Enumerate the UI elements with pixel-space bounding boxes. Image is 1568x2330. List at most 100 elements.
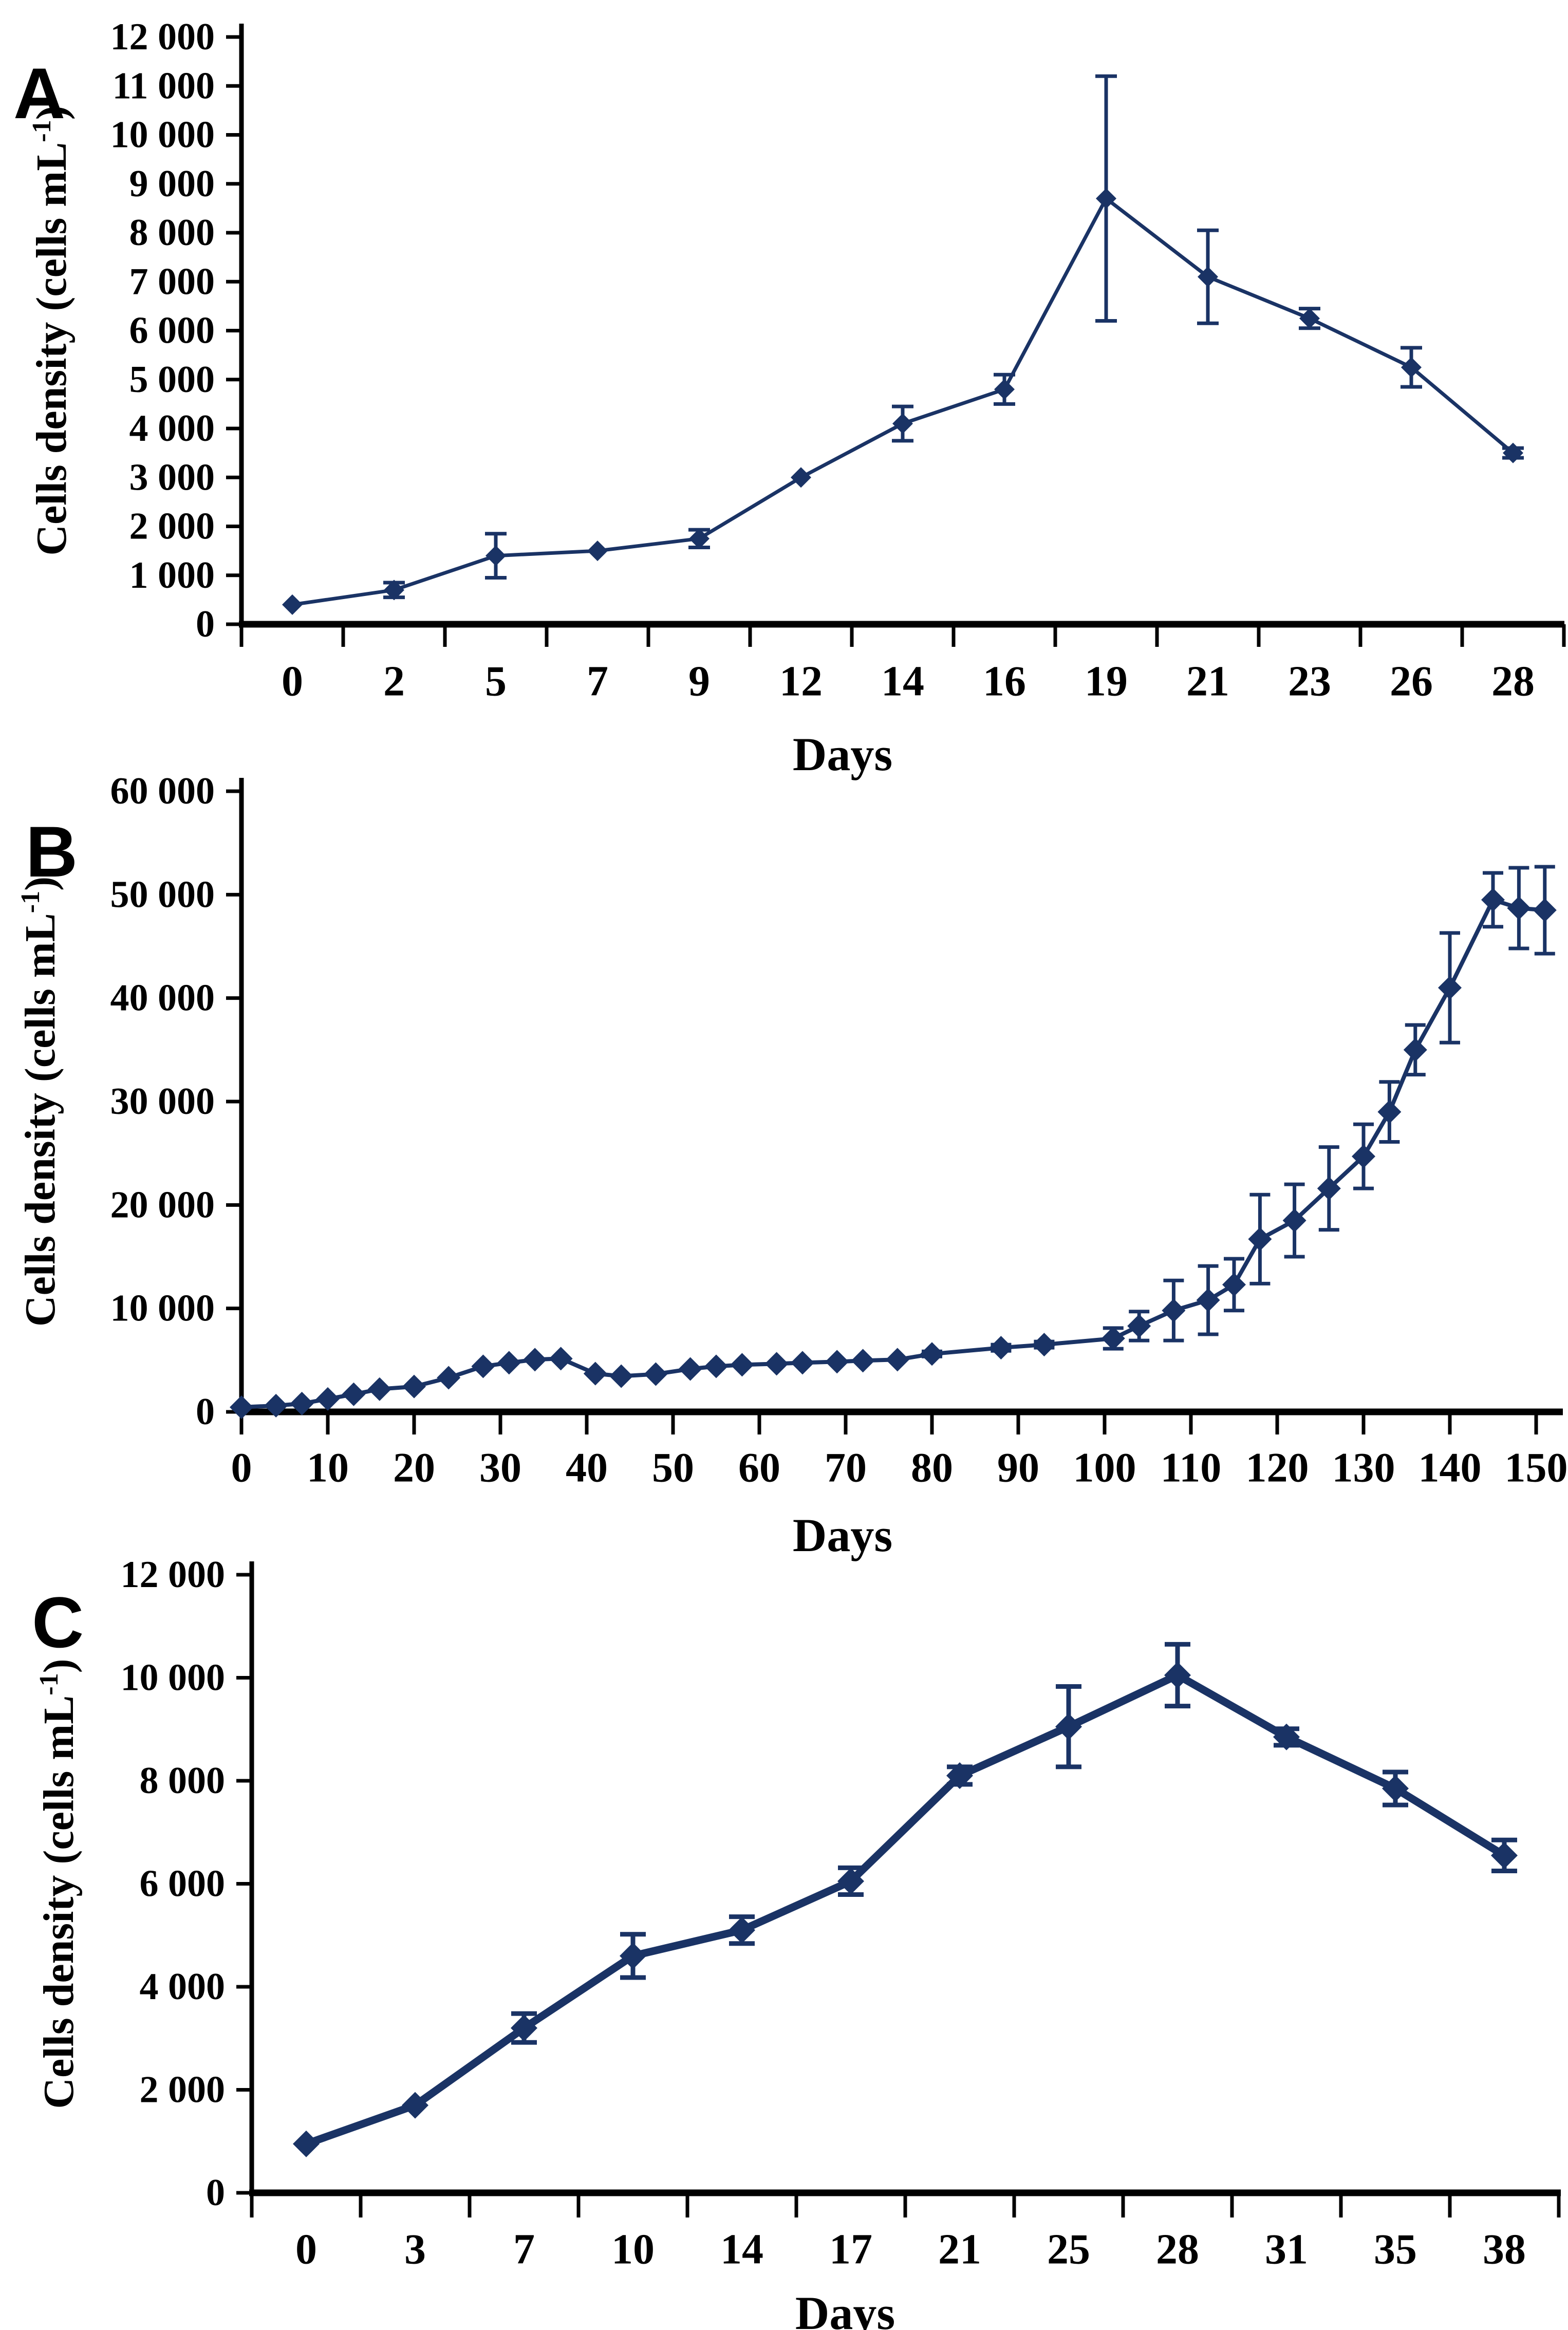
panel-label-c: C <box>32 1582 84 1663</box>
data-point-marker <box>384 580 404 601</box>
data-point-marker <box>837 1868 864 1895</box>
x-axis-title: Days <box>793 1509 892 1561</box>
y-tick-label: 60 000 <box>110 770 215 812</box>
data-point-marker <box>1198 266 1218 287</box>
x-tick-label: 20 <box>393 1444 435 1491</box>
series-line <box>290 196 1515 607</box>
x-tick-label: 5 <box>485 658 507 705</box>
x-tick-label: 3 <box>404 2226 426 2273</box>
data-point-marker <box>511 2015 537 2042</box>
data-point-marker <box>282 594 303 615</box>
x-tick-label: 60 <box>738 1444 780 1491</box>
y-tick-label: 2 000 <box>129 506 215 548</box>
x-tick-label: 0 <box>282 658 303 705</box>
data-point-marker <box>587 540 608 562</box>
data-point-marker <box>367 1377 391 1401</box>
y-tick-label: 2 000 <box>140 2069 226 2111</box>
data-point-marker <box>402 2092 428 2119</box>
data-point-marker <box>290 1391 314 1415</box>
panel-label-a: A <box>13 53 66 134</box>
data-point-marker <box>678 1357 702 1381</box>
y-tick-label: 20 000 <box>110 1184 215 1226</box>
y-tick-label: 10 000 <box>110 114 215 156</box>
x-tick-label: 30 <box>479 1444 521 1491</box>
y-tick-label: 8 000 <box>129 212 215 254</box>
x-axis-title: Days <box>795 2287 895 2330</box>
x-tick-label: 10 <box>611 2226 655 2273</box>
x-tick-label: 140 <box>1418 1444 1482 1491</box>
x-tick-label: 26 <box>1390 658 1433 705</box>
y-axis-title: Cells density (cells mL-1) <box>34 1658 83 2109</box>
x-tick-label: 21 <box>938 2226 981 2273</box>
y-tick-label: 1 000 <box>129 554 215 597</box>
data-point-marker <box>644 1362 668 1386</box>
x-tick-label: 0 <box>231 1444 252 1491</box>
data-point-marker <box>549 1347 573 1371</box>
data-point-marker <box>1032 1333 1056 1357</box>
y-axis-title: Cells density (cells mL-1) <box>16 877 64 1327</box>
y-tick-label: 50 000 <box>110 873 215 916</box>
data-point-marker <box>342 1382 366 1406</box>
y-axis-title: Cells density (cells mL-1) <box>27 105 76 555</box>
data-point-marker <box>851 1349 875 1373</box>
x-tick-label: 28 <box>1491 658 1535 705</box>
x-tick-label: 0 <box>295 2226 317 2273</box>
data-point-marker <box>620 1942 646 1969</box>
y-tick-label: 5 000 <box>129 359 215 401</box>
data-point-marker <box>994 379 1015 400</box>
data-point-marker <box>1282 1208 1306 1233</box>
x-tick-label: 70 <box>825 1444 867 1491</box>
panel-label-b: B <box>26 811 78 892</box>
x-tick-label: 38 <box>1483 2226 1526 2273</box>
x-tick-label: 14 <box>720 2226 763 2273</box>
x-tick-label: 100 <box>1073 1444 1136 1491</box>
x-tick-label: 16 <box>983 658 1026 705</box>
x-tick-label: 12 <box>779 658 823 705</box>
data-point-marker <box>402 1374 426 1399</box>
x-tick-label: 23 <box>1288 658 1331 705</box>
y-tick-label: 12 000 <box>121 1554 226 1596</box>
x-tick-label: 9 <box>688 658 710 705</box>
data-point-marker <box>1438 976 1462 1000</box>
y-tick-label: 40 000 <box>110 977 215 1019</box>
data-point-marker <box>729 1916 755 1944</box>
x-tick-label: 19 <box>1085 658 1128 705</box>
data-point-marker <box>892 413 913 434</box>
x-tick-label: 130 <box>1332 1444 1395 1491</box>
y-tick-label: 4 000 <box>129 407 215 450</box>
data-point-marker <box>230 1395 253 1419</box>
x-tick-label: 17 <box>829 2226 872 2273</box>
data-point-marker <box>471 1354 495 1378</box>
data-point-marker <box>486 545 506 566</box>
x-tick-label: 7 <box>513 2226 535 2273</box>
data-point-marker <box>316 1387 340 1411</box>
data-point-marker <box>1273 1723 1300 1750</box>
data-point-marker <box>1481 888 1505 912</box>
x-tick-label: 120 <box>1246 1444 1309 1491</box>
y-tick-label: 0 <box>206 2172 225 2214</box>
y-tick-label: 0 <box>196 603 215 645</box>
data-point-marker <box>764 1352 789 1376</box>
data-point-marker <box>1533 898 1557 922</box>
data-point-marker <box>1164 1662 1191 1689</box>
data-point-marker <box>730 1353 754 1377</box>
x-tick-label: 25 <box>1047 2226 1090 2273</box>
data-point-marker <box>609 1364 633 1388</box>
y-tick-label: 10 000 <box>121 1657 226 1699</box>
x-tick-label: 150 <box>1505 1444 1568 1491</box>
y-tick-label: 10 000 <box>110 1288 215 1330</box>
x-axis-title: Days <box>793 728 892 780</box>
data-point-marker <box>1055 1713 1082 1740</box>
x-tick-label: 14 <box>881 658 924 705</box>
x-tick-label: 7 <box>587 658 608 705</box>
data-point-marker <box>1382 1775 1409 1802</box>
chart-panel-a: 0 1 000 2 000 3 000 4 000 5 000 6 000 7 000 8 00… <box>27 16 1566 780</box>
data-point-marker <box>920 1342 944 1366</box>
chart-panel-c: 0 2 000 4 000 6 000 8 000 10 000 12 000 0 3 7 10 14… <box>34 1554 1561 2330</box>
data-point-marker <box>1222 1273 1246 1297</box>
data-point-marker <box>523 1348 547 1372</box>
data-point-marker <box>497 1351 521 1375</box>
data-point-marker <box>1403 1038 1427 1062</box>
